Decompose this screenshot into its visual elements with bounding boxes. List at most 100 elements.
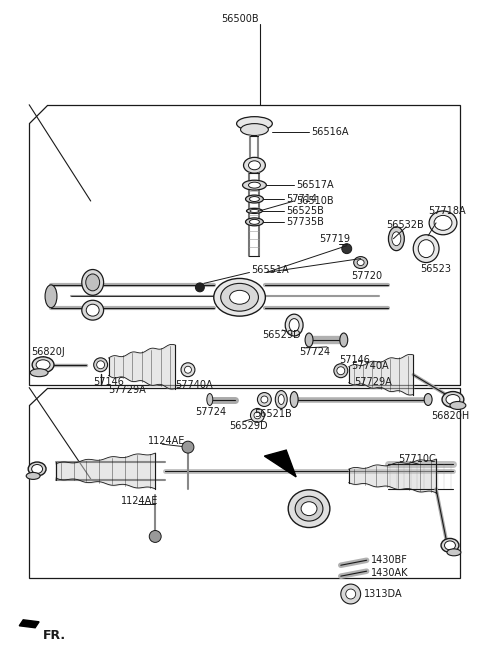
Ellipse shape [243, 157, 265, 173]
Circle shape [337, 367, 345, 375]
Ellipse shape [246, 195, 264, 203]
Ellipse shape [181, 363, 195, 377]
Ellipse shape [86, 274, 100, 291]
Ellipse shape [288, 490, 330, 528]
Text: FR.: FR. [43, 630, 66, 642]
Ellipse shape [447, 549, 461, 556]
Text: 1430AK: 1430AK [371, 568, 408, 578]
Polygon shape [29, 387, 460, 578]
Text: 57720: 57720 [351, 272, 382, 282]
Ellipse shape [247, 209, 263, 213]
Ellipse shape [442, 391, 464, 407]
Ellipse shape [254, 412, 261, 419]
Text: 1124AE: 1124AE [120, 496, 158, 506]
Ellipse shape [301, 502, 317, 516]
Circle shape [94, 358, 108, 372]
Ellipse shape [229, 290, 250, 304]
Polygon shape [19, 619, 39, 628]
Text: 57724: 57724 [299, 347, 330, 357]
Ellipse shape [82, 300, 104, 320]
Ellipse shape [214, 278, 265, 316]
Text: 56521B: 56521B [254, 409, 292, 419]
Ellipse shape [278, 395, 284, 405]
Ellipse shape [388, 227, 404, 251]
Circle shape [96, 361, 105, 369]
Ellipse shape [261, 396, 268, 403]
Ellipse shape [285, 314, 303, 336]
Ellipse shape [340, 333, 348, 347]
Text: 57729A: 57729A [354, 377, 392, 387]
Text: 56500B: 56500B [221, 15, 258, 24]
Circle shape [341, 584, 360, 604]
Ellipse shape [207, 393, 213, 405]
Ellipse shape [32, 357, 54, 373]
Text: 56516A: 56516A [311, 126, 348, 136]
Ellipse shape [450, 401, 466, 409]
Ellipse shape [249, 182, 261, 188]
Ellipse shape [434, 215, 452, 230]
Circle shape [342, 244, 352, 254]
Ellipse shape [246, 218, 264, 226]
Text: 57740A: 57740A [175, 379, 213, 389]
Ellipse shape [295, 496, 323, 521]
Ellipse shape [28, 462, 46, 476]
Text: 56510B: 56510B [296, 196, 334, 206]
Text: 57735B: 57735B [286, 217, 324, 227]
Ellipse shape [429, 211, 457, 235]
Text: 56529D: 56529D [229, 421, 268, 432]
Circle shape [182, 441, 194, 453]
Ellipse shape [276, 391, 287, 409]
Ellipse shape [82, 270, 104, 295]
Circle shape [195, 283, 204, 292]
Ellipse shape [305, 333, 313, 347]
Text: 57719: 57719 [319, 233, 350, 244]
Text: 56820J: 56820J [31, 347, 65, 357]
Ellipse shape [441, 539, 459, 553]
Ellipse shape [418, 240, 434, 258]
Text: 57740A: 57740A [351, 361, 388, 371]
Text: 56820H: 56820H [431, 411, 469, 421]
Ellipse shape [357, 260, 364, 266]
Text: 56529D: 56529D [263, 330, 301, 340]
Ellipse shape [240, 124, 268, 136]
Text: 57146: 57146 [93, 377, 123, 387]
Circle shape [149, 531, 161, 543]
Text: 1124AE: 1124AE [148, 436, 186, 446]
Ellipse shape [30, 369, 48, 377]
Text: 57710C: 57710C [398, 454, 436, 464]
Ellipse shape [392, 231, 401, 246]
Ellipse shape [26, 472, 40, 480]
Text: 57718A: 57718A [428, 206, 466, 216]
Ellipse shape [289, 318, 299, 332]
Ellipse shape [86, 304, 99, 316]
Circle shape [346, 589, 356, 599]
Ellipse shape [36, 360, 50, 370]
Text: 56551A: 56551A [252, 266, 289, 276]
Text: 57724: 57724 [195, 407, 226, 417]
Polygon shape [264, 450, 296, 477]
Text: 56517A: 56517A [296, 180, 334, 190]
Ellipse shape [237, 116, 272, 130]
Ellipse shape [290, 391, 298, 407]
Text: 56525B: 56525B [286, 206, 324, 216]
Text: 1430BF: 1430BF [371, 555, 408, 565]
Ellipse shape [250, 197, 259, 201]
Ellipse shape [354, 257, 368, 268]
Ellipse shape [251, 409, 264, 422]
Ellipse shape [242, 180, 266, 190]
Ellipse shape [32, 464, 43, 474]
Ellipse shape [221, 284, 258, 311]
Ellipse shape [424, 393, 432, 405]
Ellipse shape [250, 209, 259, 213]
Text: 1313DA: 1313DA [364, 589, 402, 599]
Ellipse shape [413, 235, 439, 262]
Ellipse shape [444, 541, 456, 550]
Text: 56523: 56523 [420, 264, 451, 274]
Polygon shape [29, 105, 460, 385]
Circle shape [334, 364, 348, 378]
Ellipse shape [257, 393, 271, 407]
Ellipse shape [45, 285, 57, 308]
Ellipse shape [446, 395, 460, 405]
Ellipse shape [184, 366, 192, 373]
Text: 57729A: 57729A [108, 385, 146, 395]
